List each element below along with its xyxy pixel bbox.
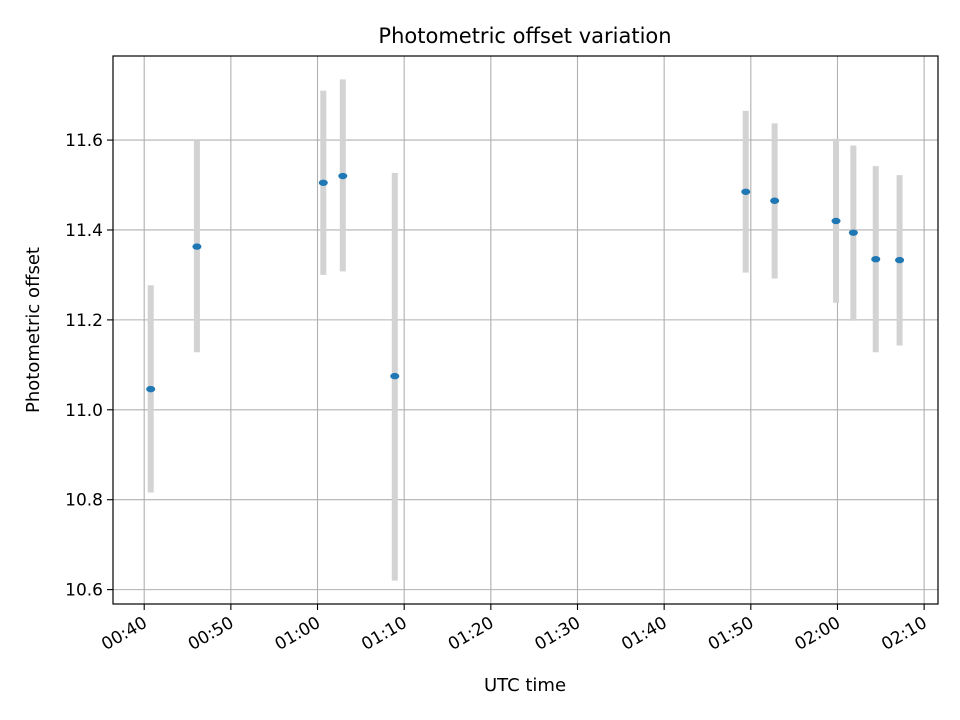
y-axis-label: Photometric offset (23, 247, 44, 413)
y-tick-label: 10.8 (65, 491, 103, 511)
y-tick-label: 10.6 (65, 581, 103, 601)
data-point (338, 172, 348, 180)
data-point (390, 372, 400, 380)
plot-background (113, 56, 938, 604)
x-axis-ticks: 00:40 00:50 01:00 01:10 01:20 01:30 01:40 01:50… (98, 604, 931, 655)
x-tick-label: 02:10 (878, 613, 930, 655)
data-point (871, 255, 881, 263)
x-tick-label: 01:00 (272, 613, 324, 655)
data-point (848, 229, 858, 236)
data-point (831, 217, 841, 225)
data-points (146, 172, 905, 393)
data-point (895, 256, 905, 264)
data-point (318, 179, 328, 186)
plot-frame (112, 55, 939, 605)
y-tick-label: 11.4 (65, 221, 103, 241)
chart-title: Photometric offset variation (378, 24, 671, 48)
x-tick-label: 00:40 (98, 613, 150, 655)
x-tick-label: 01:20 (445, 613, 497, 655)
x-tick-label: 00:50 (185, 613, 237, 655)
x-tick-label: 01:50 (705, 613, 757, 655)
y-tick-label: 11.6 (65, 131, 103, 151)
data-point (770, 197, 780, 204)
x-tick-label: 01:40 (618, 613, 670, 655)
y-tick-label: 11.2 (65, 311, 103, 331)
y-tick-label: 11.0 (65, 401, 103, 421)
data-point (146, 385, 156, 393)
y-axis-ticks: 10.6 10.8 11.0 11.2 11.4 11.6 (65, 131, 113, 601)
x-axis-label: UTC time (484, 675, 566, 696)
data-point (192, 243, 202, 250)
x-tick-label: 02:00 (792, 613, 844, 655)
grid-lines (113, 56, 938, 604)
data-point (741, 188, 751, 195)
x-tick-label: 01:10 (358, 613, 410, 655)
x-tick-label: 01:30 (532, 613, 584, 655)
